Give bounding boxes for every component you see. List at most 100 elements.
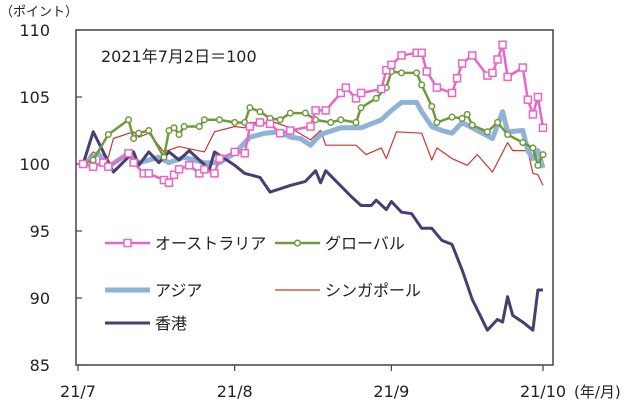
data-point [175,130,183,139]
data-point [533,92,543,102]
data-point [468,121,476,129]
y-tick-label: 110 [19,21,50,40]
legend-item: シンガポール [275,281,421,300]
data-point [341,83,351,92]
data-point [311,106,320,115]
data-point [230,147,239,157]
y-tick-label: 95 [30,222,50,241]
data-point [387,60,396,70]
series-lines [78,40,548,332]
data-point [327,118,335,127]
data-point [432,83,442,92]
legend-label: グローバル [325,234,405,253]
y-tick-label: 85 [30,356,50,375]
data-point [458,114,466,122]
series-line [81,99,546,170]
data-point [104,130,112,139]
x-axis: 21/7 21/8 21/9 21/10 [60,365,566,401]
data-point [215,116,224,124]
series-4 [81,130,543,332]
y-axis: 85 90 95 100 105 110 [19,21,82,375]
data-point [200,116,208,124]
legend-label: シンガポール [325,281,421,300]
data-point [448,113,456,121]
data-point [493,55,502,64]
y-tick-label: 90 [30,289,50,308]
data-point [452,73,462,83]
data-point [130,134,138,143]
data-point [210,169,219,178]
data-point [124,116,133,124]
data-point [422,67,431,76]
data-point [180,122,188,131]
data-point [518,63,528,72]
data-point [301,109,309,117]
data-point [503,72,512,82]
data-point [240,149,250,158]
data-point [418,81,426,89]
data-point [539,151,547,159]
data-point [200,165,209,174]
data-point [124,149,133,158]
x-tick-label: 21/10 [520,382,566,401]
data-point [78,159,88,169]
legend-item: グローバル [275,234,405,253]
data-point [265,119,275,129]
data-point [215,154,224,163]
data-point [356,88,366,98]
data-point [519,139,527,147]
data-point [523,95,533,104]
data-point [397,51,406,60]
data-point [463,110,471,118]
data-point [357,104,365,112]
data-point [382,65,391,75]
series-0 [78,40,548,188]
data-point [255,118,265,127]
data-point [174,165,184,174]
data-point [528,110,538,119]
x-tick-label: 21/9 [373,382,409,401]
data-point [337,116,345,124]
legend-item: 香港 [105,314,187,333]
data-point [428,102,436,110]
data-point [538,123,548,133]
data-point [275,128,285,138]
y-tick-label: 105 [19,88,50,107]
legend-marker [293,239,302,247]
data-point [195,122,203,131]
data-point [160,153,168,161]
data-point [534,161,542,169]
data-point [184,161,194,170]
data-point [321,106,330,115]
data-point [351,94,361,103]
data-point [144,169,154,178]
base-date-annotation: 2021年7月2日＝100 [101,47,257,66]
data-point [417,48,426,58]
data-point [286,126,295,135]
data-point [493,118,502,127]
data-point [88,162,98,171]
data-point [377,84,386,94]
data-point [457,59,467,68]
data-point [488,68,497,78]
data-point [306,122,315,131]
y-tick-label: 100 [19,155,50,174]
data-point [413,69,421,77]
data-point [397,69,406,77]
legend-item: オーストラリア [105,234,266,253]
plot-frame [75,29,554,366]
data-point [170,124,178,132]
data-point [89,156,97,164]
data-point [433,118,441,127]
data-point [145,126,153,135]
data-point [352,118,360,127]
data-point [483,128,491,136]
y-unit-label: （ポイント） [0,5,78,20]
x-axis-unit: (年/月) [574,383,621,401]
series-1 [79,67,547,169]
series-line [81,130,543,332]
data-point [256,108,264,116]
legend-label: オーストラリア [155,234,266,253]
